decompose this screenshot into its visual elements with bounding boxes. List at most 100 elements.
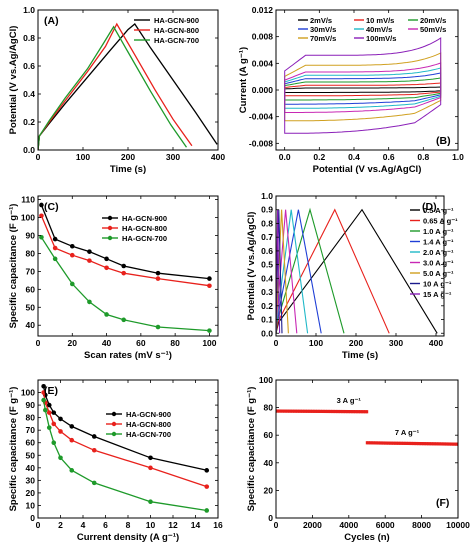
x-tick-label: 100 <box>202 338 216 348</box>
plot-area <box>276 207 438 334</box>
legend-label: HA-GCN-800 <box>122 224 167 233</box>
cycle-point <box>286 409 289 413</box>
data-point <box>52 245 58 251</box>
data-point <box>69 424 75 429</box>
cv-loop <box>284 77 442 101</box>
x-tick-label: 60 <box>136 338 146 348</box>
y-tick-label: 60 <box>26 284 36 294</box>
x-tick-label: 2 <box>58 520 63 530</box>
cycle-point <box>441 442 445 446</box>
cycle-point <box>354 410 357 414</box>
cycle-point <box>297 409 301 413</box>
cycle-point <box>293 409 296 413</box>
axes-frame <box>275 195 445 337</box>
cycle-point <box>440 442 443 446</box>
cycle-point <box>435 442 438 446</box>
panel-label: (A) <box>44 15 59 27</box>
panel-label: (F) <box>436 497 449 509</box>
cycle-point <box>276 409 279 413</box>
y-tick-label: 90 <box>26 400 36 410</box>
data-point <box>69 281 75 287</box>
x-tick-label: 2000 <box>303 520 322 530</box>
x-tick-label: 6 <box>103 520 108 530</box>
y-tick-label: 100 <box>21 213 35 223</box>
cycle-point <box>360 410 364 414</box>
x-tick-label: 4 <box>81 520 86 530</box>
data-point <box>148 455 153 461</box>
y-axis-title: Specific capacitance (F g⁻¹) <box>8 204 19 329</box>
gcd-curve <box>276 208 438 334</box>
y-tick-label: 0.0 <box>261 328 273 338</box>
y-tick-label: 0.012 <box>252 5 274 15</box>
cycle-point <box>448 442 451 446</box>
panel-label: (E) <box>44 385 58 397</box>
cycle-point <box>428 442 432 446</box>
cycle-point <box>407 441 410 446</box>
x-tick-label: 20 <box>68 338 78 348</box>
y-tick-label: 1.0 <box>23 5 35 15</box>
cycle-point <box>281 409 284 413</box>
cycle-point <box>332 409 336 414</box>
data-point <box>46 402 52 408</box>
y-tick-label: 0.4 <box>23 89 35 99</box>
data-point <box>104 312 109 317</box>
cycle-point <box>322 409 326 414</box>
cycle-point <box>336 409 339 414</box>
cycle-point <box>397 441 400 445</box>
data-point <box>155 276 161 281</box>
y-tick-label: -0.008 <box>249 138 273 148</box>
y-tick-label: 0.1 <box>261 315 273 325</box>
cycle-point <box>410 441 413 446</box>
cycle-point <box>372 441 375 445</box>
cycle-point <box>451 442 455 446</box>
series-line-ha-gcn-900 <box>38 23 218 150</box>
x-tick-label: 8 <box>126 520 131 530</box>
cycle-point <box>350 410 354 414</box>
cycle-point <box>352 410 355 414</box>
cycle-point <box>317 409 321 413</box>
cycle-point <box>327 409 331 414</box>
x-tick-label: 0 <box>274 520 279 530</box>
legend-label: HA-GCN-700 <box>126 430 171 439</box>
cycle-point <box>311 409 314 413</box>
cycle-point <box>382 441 385 445</box>
cycle-point <box>405 441 408 445</box>
y-tick-label: 0.8 <box>23 33 35 43</box>
legend-marker <box>107 215 113 221</box>
x-axis-title: Current density (A g⁻¹) <box>77 532 179 543</box>
cycle-point <box>289 409 293 413</box>
series-line-ha-gcn-700 <box>40 236 210 332</box>
cycle-point <box>344 409 347 414</box>
data-point <box>204 508 210 513</box>
x-tick-label: 10 <box>146 520 156 530</box>
plot-area <box>276 409 458 446</box>
y-tick-label: 0.000 <box>252 85 274 95</box>
x-tick-label: 0 <box>274 338 279 348</box>
y-tick-label: 0.3 <box>261 287 273 297</box>
legend-label: 0.5 A g⁻¹ <box>423 206 454 215</box>
legend-label: 20mV/s <box>420 16 446 25</box>
cycle-point <box>334 409 337 414</box>
cycle-point <box>337 409 341 414</box>
cycle-point <box>340 409 344 414</box>
cycle-point <box>403 441 407 445</box>
x-axis-title: Scan rates (mV s⁻¹) <box>84 350 172 361</box>
legend-label: 5.0 A g⁻¹ <box>423 269 454 278</box>
cycle-point <box>420 442 423 446</box>
segment-label: 7 A g⁻¹ <box>395 428 420 437</box>
cycle-point <box>390 441 394 445</box>
y-tick-label: 30 <box>26 475 36 485</box>
data-point <box>121 270 127 276</box>
panel-f: 0 2000 4000 6000 8000 10000 0 20 40 60 80 100 Cycles… <box>246 375 470 543</box>
data-point <box>207 283 212 289</box>
y-tick-label: 40 <box>264 458 274 468</box>
y-tick-label: 40 <box>26 320 36 330</box>
cycle-point <box>304 409 307 413</box>
data-point <box>104 265 109 271</box>
y-tick-label: 20 <box>264 485 274 495</box>
y-axis-title: Specific capacitance (F g⁻¹) <box>8 387 19 512</box>
x-tick-label: 1.0 <box>452 152 464 162</box>
cycle-point <box>388 441 392 445</box>
x-tick-label: 0.0 <box>279 152 291 162</box>
data-point <box>51 440 57 446</box>
